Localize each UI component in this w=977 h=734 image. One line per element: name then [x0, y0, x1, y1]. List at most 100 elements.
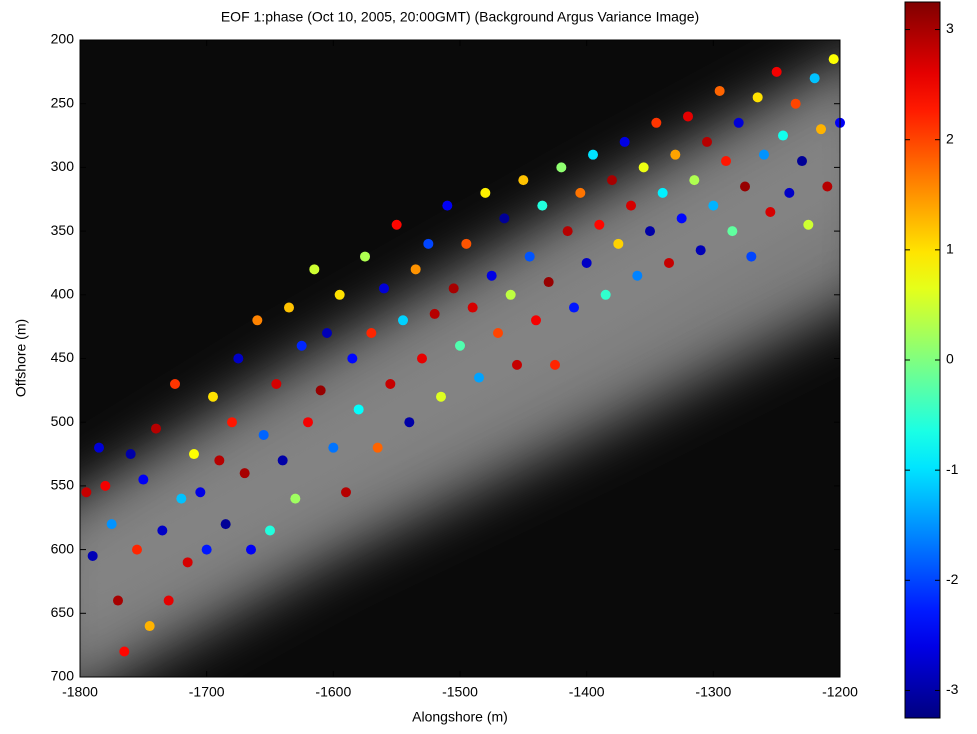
scatter-point [531, 315, 541, 325]
scatter-point [107, 519, 117, 529]
scatter-point [575, 188, 585, 198]
scatter-point [442, 201, 452, 211]
colorbar-tick-label: 1 [946, 241, 954, 257]
scatter-point [94, 443, 104, 453]
scatter-point [278, 455, 288, 465]
scatter-point [689, 175, 699, 185]
scatter-point [822, 182, 832, 192]
scatter-point [474, 373, 484, 383]
colorbar-tick-label: -3 [946, 681, 959, 697]
scatter-point [328, 443, 338, 453]
scatter-point [810, 73, 820, 83]
scatter-point [366, 328, 376, 338]
scatter-point [493, 328, 503, 338]
scatter-point [404, 417, 414, 427]
x-tick-label: -1400 [569, 684, 605, 700]
scatter-point [392, 220, 402, 230]
scatter-point [354, 404, 364, 414]
scatter-point [696, 245, 706, 255]
scatter-point [240, 468, 250, 478]
y-tick-label: 300 [51, 158, 75, 174]
scatter-point [284, 303, 294, 313]
scatter-point [582, 258, 592, 268]
scatter-point [746, 252, 756, 262]
scatter-point [620, 137, 630, 147]
scatter-point [518, 175, 528, 185]
scatter-point [499, 213, 509, 223]
scatter-point [765, 207, 775, 217]
scatter-point [132, 545, 142, 555]
scatter-point [259, 430, 269, 440]
scatter-point [759, 150, 769, 160]
scatter-point [335, 290, 345, 300]
scatter-point [645, 226, 655, 236]
y-tick-label: 500 [51, 413, 75, 429]
scatter-point [664, 258, 674, 268]
scatter-point [113, 596, 123, 606]
scatter-point [449, 283, 459, 293]
scatter-point [341, 487, 351, 497]
y-tick-label: 650 [51, 604, 75, 620]
scatter-point [246, 545, 256, 555]
scatter-point [702, 137, 712, 147]
scatter-point [784, 188, 794, 198]
colorbar-tick-label: 3 [946, 20, 954, 36]
scatter-point [81, 487, 91, 497]
scatter-point [379, 283, 389, 293]
y-tick-label: 600 [51, 540, 75, 556]
scatter-point [658, 188, 668, 198]
scatter-point [265, 525, 275, 535]
scatter-point [360, 252, 370, 262]
scatter-point [189, 449, 199, 459]
colorbar-tick-label: 0 [946, 351, 954, 367]
scatter-point [734, 118, 744, 128]
scatter-point [436, 392, 446, 402]
scatter-point [740, 182, 750, 192]
scatter-point [670, 150, 680, 160]
y-axis-label: Offshore (m) [13, 319, 29, 397]
scatter-point [550, 360, 560, 370]
scatter-point [613, 239, 623, 249]
scatter-point [544, 277, 554, 287]
scatter-point [632, 271, 642, 281]
scatter-point [556, 162, 566, 172]
scatter-point [290, 494, 300, 504]
scatter-point [145, 621, 155, 631]
scatter-point [202, 545, 212, 555]
scatter-point [88, 551, 98, 561]
scatter-point [639, 162, 649, 172]
y-tick-label: 550 [51, 477, 75, 493]
scatter-point [607, 175, 617, 185]
scatter-point [677, 213, 687, 223]
scatter-point [569, 303, 579, 313]
scatter-point [303, 417, 313, 427]
scatter-point [221, 519, 231, 529]
scatter-point [119, 647, 129, 657]
scatter-point [176, 494, 186, 504]
scatter-point [512, 360, 522, 370]
scatter-point [164, 596, 174, 606]
scatter-point [563, 226, 573, 236]
scatter-point [506, 290, 516, 300]
scatter-point [721, 156, 731, 166]
scatter-point [772, 67, 782, 77]
y-tick-label: 450 [51, 349, 75, 365]
scatter-point [373, 443, 383, 453]
scatter-point [423, 239, 433, 249]
scatter-point [233, 354, 243, 364]
colorbar-tick-label: -2 [946, 571, 959, 587]
scatter-point [537, 201, 547, 211]
x-tick-label: -1300 [695, 684, 731, 700]
scatter-point [480, 188, 490, 198]
y-tick-label: 350 [51, 222, 75, 238]
scatter-point [461, 239, 471, 249]
x-tick-label: -1500 [442, 684, 478, 700]
scatter-point [322, 328, 332, 338]
scatter-point [297, 341, 307, 351]
x-tick-label: -1600 [315, 684, 351, 700]
scatter-point [157, 525, 167, 535]
scatter-point [778, 131, 788, 141]
y-tick-label: 200 [51, 31, 75, 47]
scatter-point [252, 315, 262, 325]
x-tick-label: -1700 [189, 684, 225, 700]
